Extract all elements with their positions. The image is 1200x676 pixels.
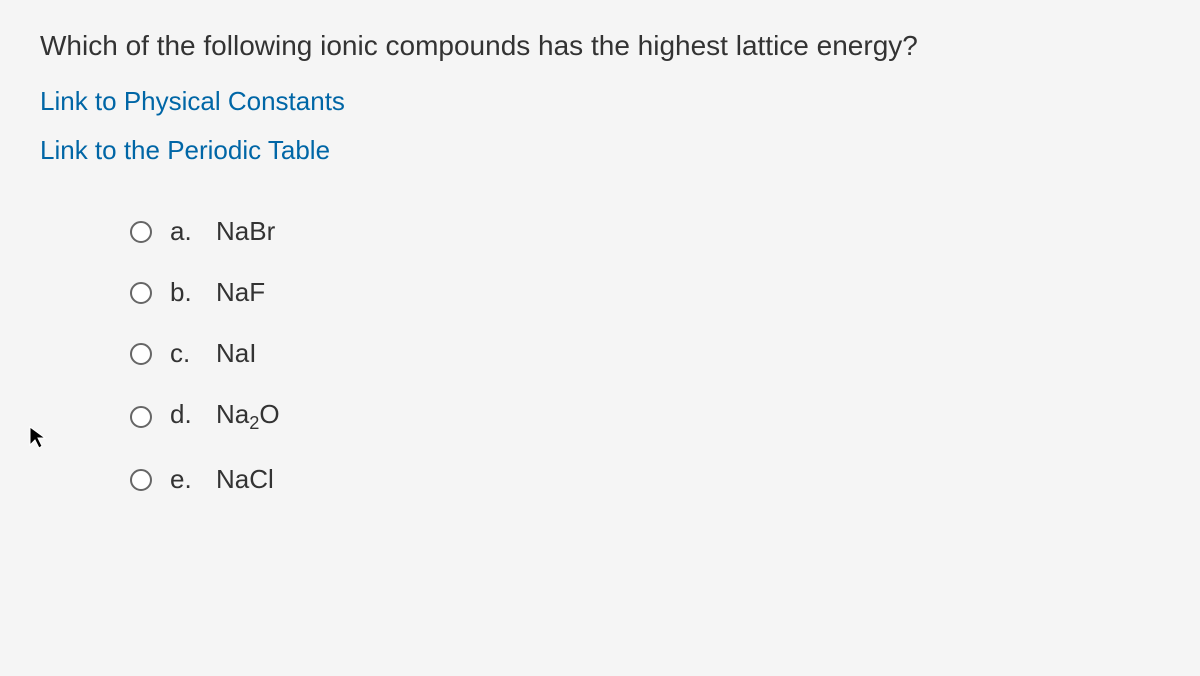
option-letter: a. (170, 216, 198, 247)
radio-icon[interactable] (130, 221, 152, 243)
option-d[interactable]: d. Na2O (130, 399, 1160, 434)
option-label: c. NaI (170, 338, 256, 369)
option-label: b. NaF (170, 277, 265, 308)
option-text: NaI (216, 338, 256, 369)
radio-icon[interactable] (130, 406, 152, 428)
option-text: Na2O (216, 399, 280, 434)
option-text: NaCl (216, 464, 274, 495)
option-label: a. NaBr (170, 216, 275, 247)
option-text: NaBr (216, 216, 275, 247)
option-c[interactable]: c. NaI (130, 338, 1160, 369)
cursor-icon (28, 425, 48, 457)
option-letter: e. (170, 464, 198, 495)
option-e[interactable]: e. NaCl (130, 464, 1160, 495)
option-label: d. Na2O (170, 399, 280, 434)
radio-icon[interactable] (130, 343, 152, 365)
option-b[interactable]: b. NaF (130, 277, 1160, 308)
options-container: a. NaBr b. NaF c. NaI d. Na2O e. NaCl (130, 216, 1160, 495)
option-letter: d. (170, 399, 198, 430)
radio-icon[interactable] (130, 469, 152, 491)
link-physical-constants[interactable]: Link to Physical Constants (40, 86, 1160, 117)
radio-icon[interactable] (130, 282, 152, 304)
option-a[interactable]: a. NaBr (130, 216, 1160, 247)
option-label: e. NaCl (170, 464, 274, 495)
link-periodic-table[interactable]: Link to the Periodic Table (40, 135, 1160, 166)
option-letter: c. (170, 338, 198, 369)
option-text: NaF (216, 277, 265, 308)
question-text: Which of the following ionic compounds h… (40, 30, 1160, 62)
option-letter: b. (170, 277, 198, 308)
